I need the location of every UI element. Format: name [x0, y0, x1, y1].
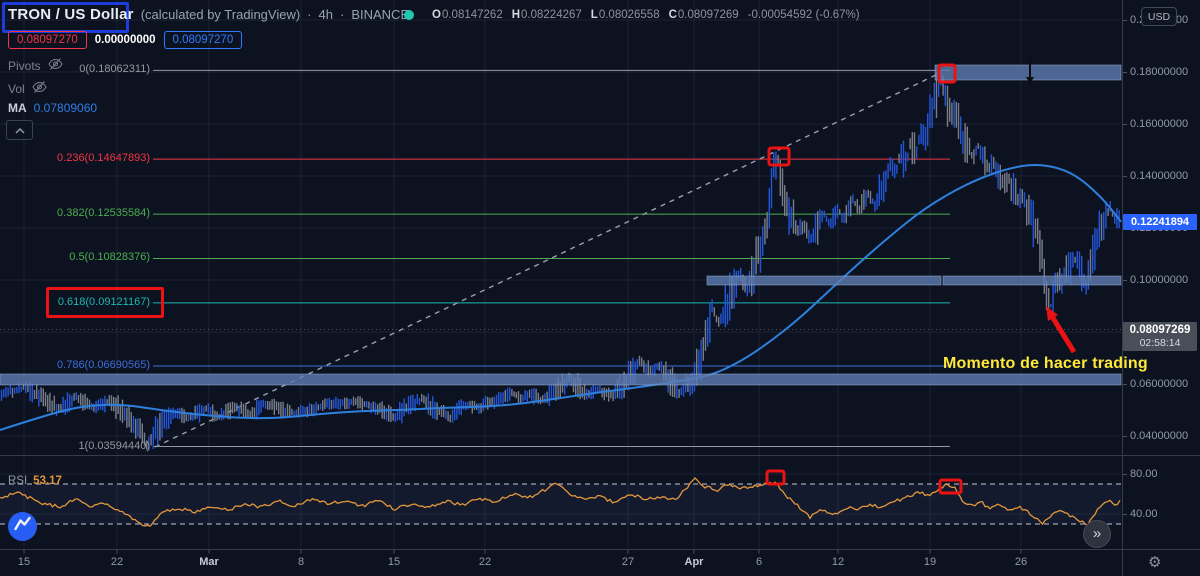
market-status-dot[interactable]	[404, 10, 414, 20]
price-tick-label: 0.06000000	[1123, 378, 1188, 391]
time-axis[interactable]: 15 22 Mar 8 15 22 27 Apr 6 12 19 26	[0, 550, 1122, 576]
expand-indicators-button[interactable]: »	[1083, 520, 1111, 548]
time-label-19: 19	[923, 556, 937, 568]
red-marker-box	[765, 469, 786, 486]
ohlc-change: -0.00054592 (-0.67%)	[747, 9, 860, 21]
buy-price-button[interactable]: 0.08097270	[163, 31, 243, 49]
sell-price-button[interactable]: 0.08097270	[8, 31, 87, 49]
symbol-title[interactable]: TRON / US Dollar	[8, 6, 134, 23]
time-label-8: 8	[297, 556, 305, 568]
symbol-calc-note: (calculated by TradingView)	[140, 7, 301, 22]
rsi-line	[0, 477, 1121, 527]
gridlines	[0, 0, 1121, 548]
fib-label-0.236: 0.236(0.14647893)	[57, 152, 150, 165]
fib-label-0: 0(0.18062311)	[79, 63, 150, 76]
ohlc-readout: O0.08147262 H0.08224267 L0.08026558 C0.0…	[432, 9, 860, 21]
red-marker-box	[938, 478, 963, 495]
time-label-26: 26	[1014, 556, 1028, 568]
gear-icon[interactable]: ⚙	[1148, 554, 1162, 571]
tradingview-logo[interactable]	[8, 512, 37, 541]
time-label-27: 27	[621, 556, 635, 568]
red-marker-box	[767, 146, 791, 167]
fib-retracement	[153, 69, 950, 448]
ohlc-low: L0.08026558	[590, 9, 660, 21]
ohlc-high: H0.08224267	[511, 9, 582, 21]
fib-label-0.618: 0.618(0.09121167)	[57, 295, 150, 308]
price-bars-down	[11, 72, 1114, 450]
supply-zone-mid-b[interactable]	[942, 275, 1122, 286]
red-marker-box	[937, 63, 957, 84]
separator-dot: ·	[307, 7, 312, 22]
fib-label-0.786: 0.786(0.06690565)	[57, 359, 150, 372]
tradingview-logo-icon	[8, 510, 37, 544]
rsi-label[interactable]: RSI	[8, 475, 28, 487]
support-zone-bottom[interactable]	[0, 373, 1122, 386]
pivots-label[interactable]: Pivots	[8, 58, 41, 73]
symbol-interval[interactable]: 4h	[318, 7, 333, 22]
last-price-value: 0.08097269	[1129, 323, 1191, 336]
last-price-axis-label: 0.08097269 02:58:14	[1123, 322, 1197, 352]
rsi-legend-row: RSI 53.17	[8, 475, 62, 487]
trade-moment-annotation: Momento de hacer trading	[943, 355, 1148, 372]
time-label-12: 12	[831, 556, 845, 568]
rsi-pane	[0, 477, 1121, 527]
fib-label-0.382: 0.382(0.12535584)	[57, 207, 150, 220]
ohlc-open: O0.08147262	[432, 9, 503, 21]
pivots-legend-row: Pivots	[8, 58, 63, 73]
vol-legend-row: Vol	[8, 81, 47, 96]
supply-zone-mid-a[interactable]	[706, 275, 942, 286]
symbol-legend-row[interactable]: TRON / US Dollar (calculated by TradingV…	[8, 6, 409, 23]
rsi-tick-label: 80.00	[1123, 468, 1158, 481]
double-chevron-right-icon: »	[1092, 524, 1102, 542]
ma-value: 0.07809060	[33, 101, 98, 115]
time-label-22: 22	[478, 556, 492, 568]
time-label-15: 15	[387, 556, 401, 568]
price-tick-label: 0.16000000	[1123, 118, 1188, 131]
eye-off-icon[interactable]	[32, 81, 47, 96]
fib-label-1: 1(0.03594440)	[78, 439, 150, 452]
chevron-up-icon	[14, 121, 25, 139]
time-label-6: 6	[755, 556, 763, 568]
rsi-value: 53.17	[33, 475, 62, 487]
bar-countdown-timer: 02:58:14	[1139, 336, 1181, 349]
price-axis[interactable]: 0.200000000.180000000.160000000.14000000…	[1122, 0, 1200, 549]
rsi-tick-label: 40.00	[1123, 508, 1158, 521]
eye-off-icon[interactable]	[48, 58, 63, 73]
ma-legend-row: MA 0.07809060	[8, 101, 97, 115]
price-tick-label: 0.14000000	[1123, 170, 1188, 183]
time-label-22: 22	[110, 556, 124, 568]
quote-row: 0.08097270 0.00000000 0.08097270	[8, 31, 243, 49]
collapse-legend-button[interactable]	[6, 120, 33, 140]
vol-label[interactable]: Vol	[8, 81, 25, 96]
fib-label-0.5: 0.5(0.10828376)	[69, 251, 150, 264]
trendline-dashed	[154, 73, 939, 448]
time-label-Apr: Apr	[684, 556, 704, 568]
price-tick-label: 0.10000000	[1123, 274, 1188, 287]
separator-dot: ·	[339, 7, 345, 22]
spread-value: 0.00000000	[94, 34, 156, 46]
price-tick-label: 0.04000000	[1123, 430, 1188, 443]
time-label-Mar: Mar	[199, 556, 219, 568]
price-zones	[0, 64, 1122, 386]
annotations	[765, 59, 1077, 495]
price-tick-label: 0.18000000	[1123, 66, 1188, 79]
red-arrow	[1046, 306, 1058, 321]
currency-unit-button[interactable]: USD	[1141, 7, 1177, 26]
symbol-exchange: BINANCE	[351, 7, 410, 22]
ma-label[interactable]: MA	[8, 101, 27, 115]
time-label-15: 15	[17, 556, 31, 568]
ma-axis-price-label: 0.12241894	[1123, 213, 1197, 230]
ohlc-close: C0.08097269	[668, 9, 739, 21]
